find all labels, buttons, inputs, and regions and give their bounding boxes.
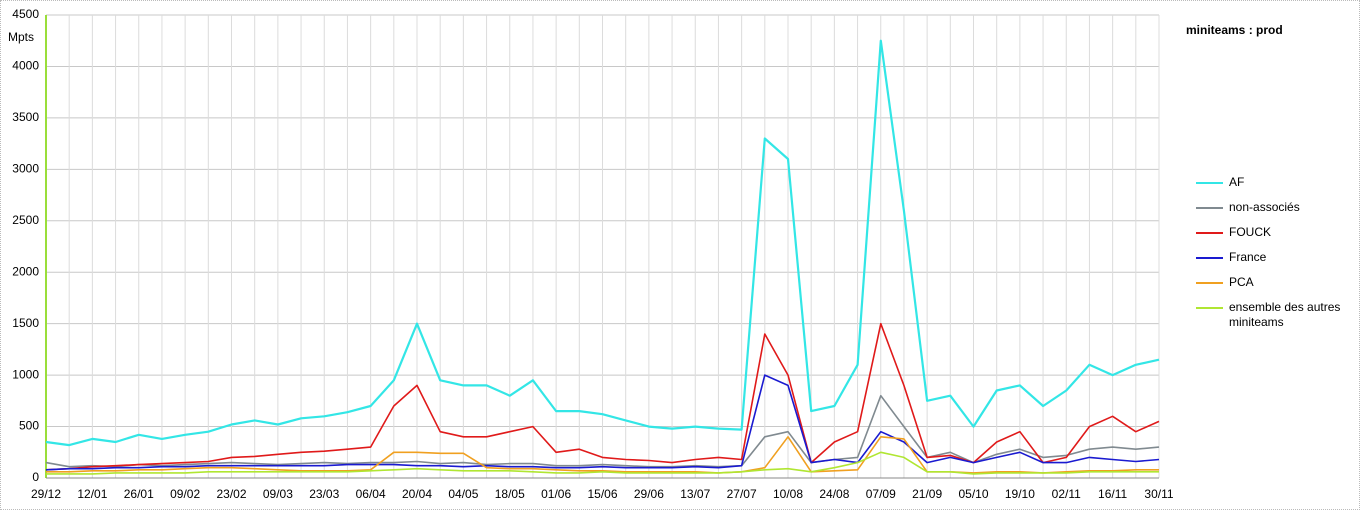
series-line [45,39,1160,447]
x-tick-label: 27/07 [727,487,757,501]
x-tick-label: 26/01 [124,487,154,501]
legend-item: FOUCK [1196,225,1356,250]
y-tick-label: 2000 [12,264,39,278]
series-line [46,436,1159,474]
y-tick-label: 4500 [12,7,39,21]
legend-swatch [1196,232,1223,234]
y-tick-label: 0 [32,470,39,484]
x-tick-label: 29/06 [634,487,664,501]
x-tick-label: 15/06 [587,487,617,501]
y-tick-label: 500 [19,419,39,433]
legend-label: FOUCK [1229,225,1271,239]
legend-item: non-associés [1196,200,1356,225]
legend-item: AF [1196,175,1356,200]
x-tick-label: 09/03 [263,487,293,501]
legend-label: non-associés [1229,200,1300,214]
x-tick-label: 19/10 [1005,487,1035,501]
chart: Mpts 0 500 1000 1500 2000 2500 3000 3500 4000 450… [8,7,1174,501]
legend-swatch [1196,307,1223,309]
legend-swatch [1196,257,1223,259]
x-tick-label: 01/06 [541,487,571,501]
x-tick-label: 23/03 [309,487,339,501]
legend: AF non-associés FOUCK France PCA ensemble des… [1196,175,1356,329]
x-tick-label: 13/07 [680,487,710,501]
x-tick-label: 18/05 [495,487,525,501]
x-tick-label: 21/09 [912,487,942,501]
legend-item: ensemble des autres miniteams [1196,300,1356,329]
x-tick-label: 23/02 [216,487,246,501]
x-tick-label: 04/05 [448,487,478,501]
y-axis-label: Mpts [8,30,34,44]
legend-swatch [1196,282,1223,284]
legend-label: France [1229,250,1267,264]
y-tick-label: 4000 [12,59,39,73]
legend-label: ensemble des autres miniteams [1229,300,1341,329]
legend-item: France [1196,250,1356,275]
x-tick-label: 10/08 [773,487,803,501]
x-tick-label: 20/04 [402,487,432,501]
y-tick-label: 1000 [12,367,39,381]
x-tick-label: 12/01 [77,487,107,501]
y-tick-label: 2500 [12,213,39,227]
x-tick-label: 05/10 [958,487,988,501]
x-tick-label: 29/12 [31,487,61,501]
chart-title: miniteams : prod [1186,23,1283,37]
x-tick-label: 30/11 [1144,487,1173,501]
series-line [45,374,1160,471]
series-line [46,451,1159,475]
x-tick-label: 06/04 [356,487,386,501]
legend-swatch [1196,207,1223,209]
y-tick-label: 3000 [12,162,39,176]
x-tick-label: 24/08 [819,487,849,501]
x-tick-label: 09/02 [170,487,200,501]
legend-label: PCA [1229,275,1254,289]
legend-item: PCA [1196,275,1356,300]
legend-swatch [1196,182,1223,184]
y-tick-label: 1500 [12,316,39,330]
x-tick-label: 02/11 [1052,487,1081,501]
y-tick-label: 3500 [12,110,39,124]
x-tick-label: 16/11 [1098,487,1127,501]
x-tick-label: 07/09 [866,487,896,501]
legend-label: AF [1229,175,1245,189]
